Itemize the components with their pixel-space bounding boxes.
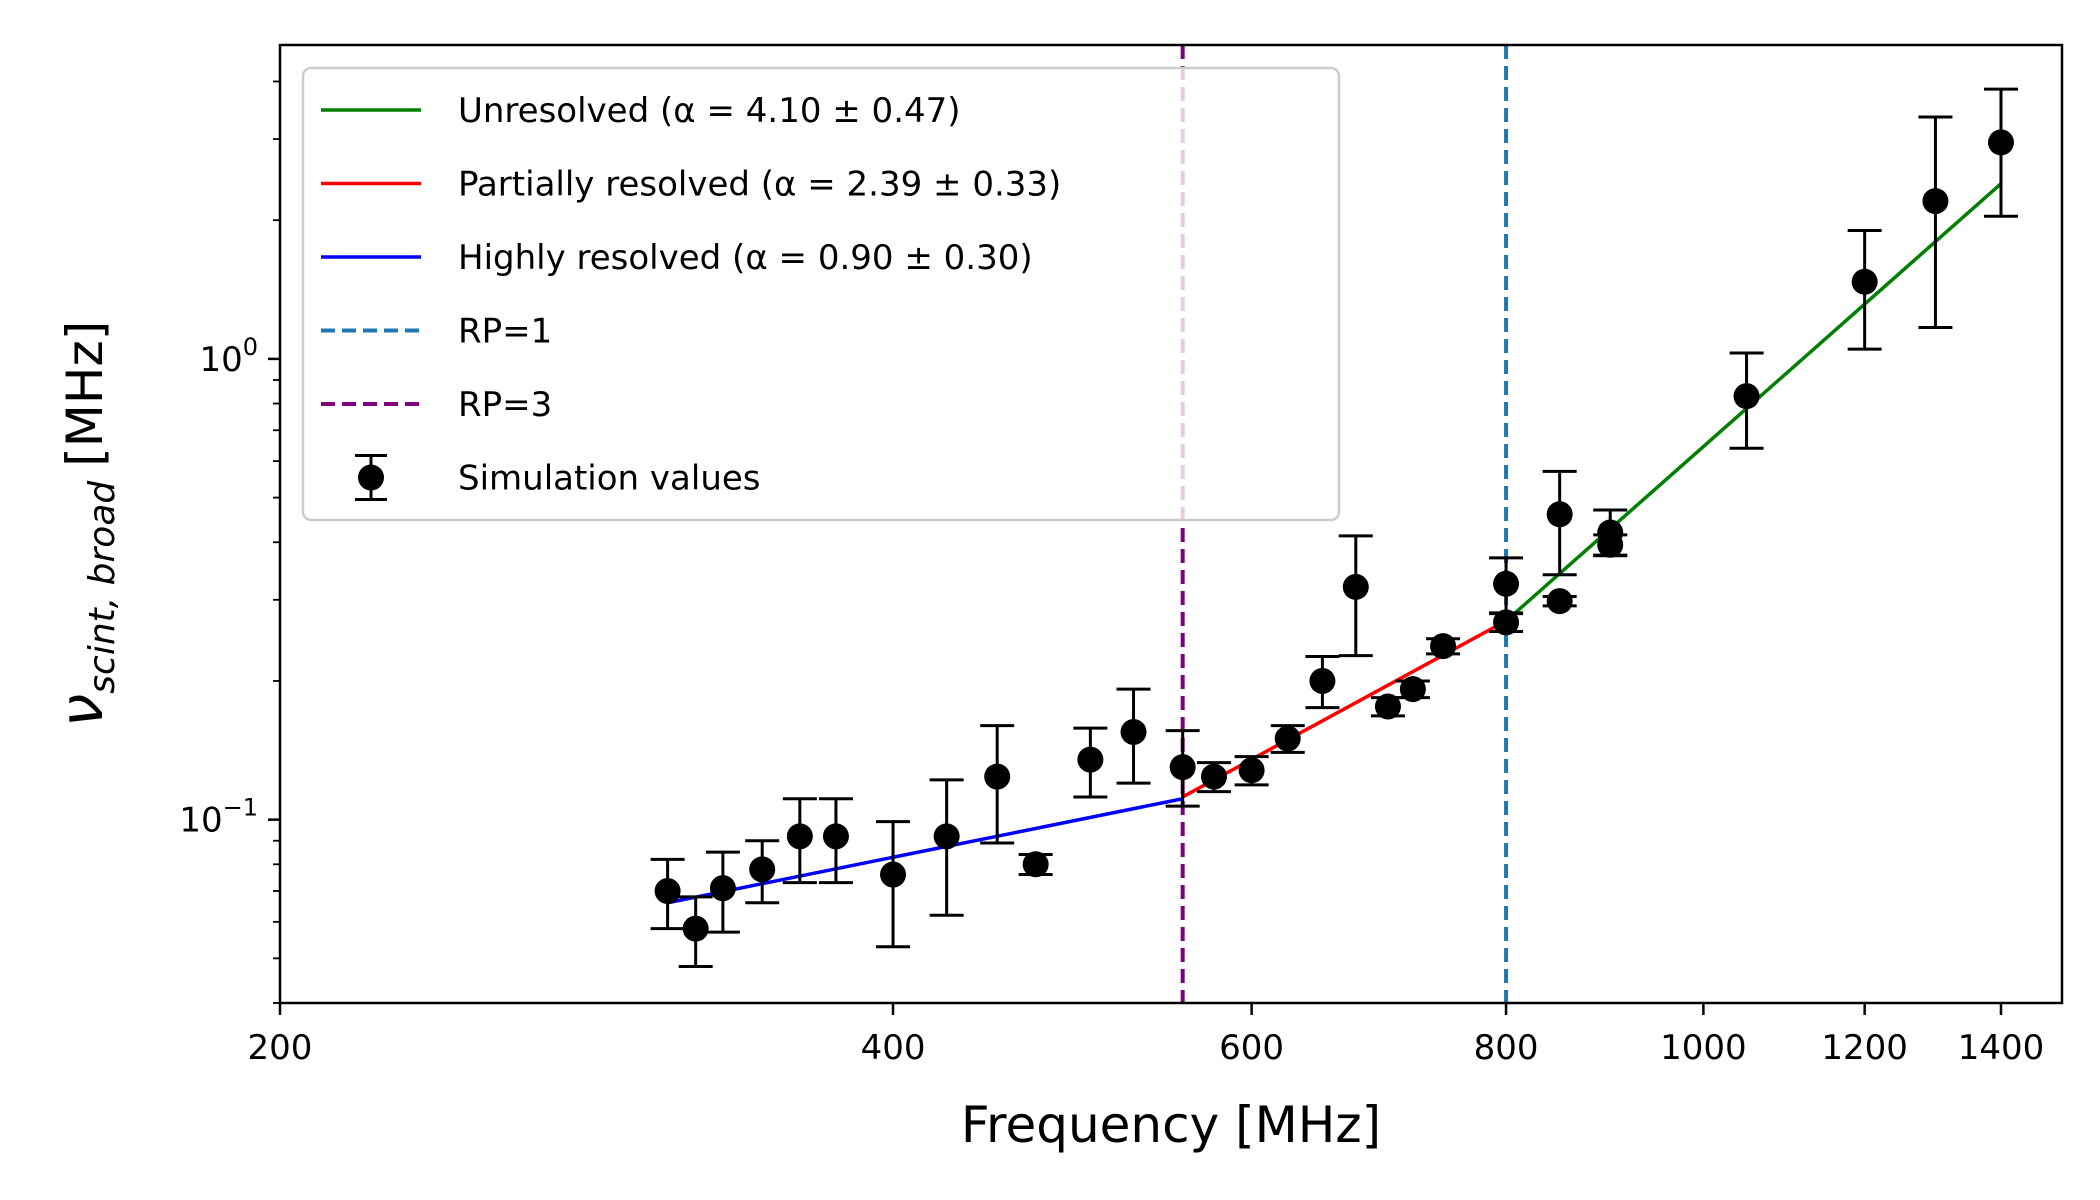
legend-handle-marker (358, 464, 384, 491)
y-tick-base: 10 (199, 340, 242, 380)
marker (1597, 519, 1624, 546)
marker (709, 875, 736, 902)
x-tick-label: 1200 (1821, 1028, 1908, 1068)
data-point (1165, 729, 1200, 808)
x-tick-label: 1000 (1660, 1028, 1747, 1068)
marker (933, 823, 960, 850)
y-axis-label: νscint, broad [MHz] (47, 321, 123, 727)
legend-entry: RP=1 (321, 312, 552, 352)
y-label-symbol: ν (47, 694, 117, 728)
legend-entry: Partially resolved (α = 2.39 ± 0.33) (321, 165, 1061, 205)
data-point (705, 850, 740, 934)
x-tick-label: 200 (248, 1028, 313, 1068)
marker (1374, 693, 1401, 720)
data-point (1338, 534, 1373, 658)
x-tick-label: 600 (1219, 1028, 1284, 1068)
data-point (1073, 726, 1108, 799)
data-point (1018, 851, 1053, 878)
marker (1309, 667, 1336, 694)
marker (1493, 570, 1520, 597)
legend-label: Simulation values (458, 459, 761, 499)
data-point (1983, 87, 2018, 218)
marker (749, 856, 776, 883)
marker (822, 823, 849, 850)
marker (1851, 268, 1878, 295)
marker (880, 861, 907, 888)
data-point (1370, 693, 1405, 720)
legend-entry: Unresolved (α = 4.10 ± 0.47) (321, 91, 961, 131)
marker (1169, 754, 1196, 781)
x-axis-label: Frequency [MHz] (961, 1096, 1381, 1154)
y-label-unit: [MHz] (56, 321, 114, 467)
legend-box (301, 66, 1341, 522)
legend-label: Highly resolved (α = 0.90 ± 0.30) (458, 238, 1033, 278)
marker (1733, 383, 1760, 410)
marker (786, 823, 813, 850)
marker (1342, 573, 1369, 600)
data-point (1847, 228, 1882, 351)
data-point (1542, 469, 1577, 577)
fit-line-2 (667, 797, 1184, 905)
data-point (1116, 687, 1151, 785)
marker (1022, 851, 1049, 878)
legend-label: Partially resolved (α = 2.39 ± 0.33) (458, 165, 1061, 205)
data-point (818, 797, 853, 885)
marker (1987, 129, 2014, 156)
data-point (678, 895, 713, 969)
data-point (1489, 556, 1524, 615)
data-point (650, 857, 685, 931)
data-point (1542, 588, 1577, 615)
marker (1922, 188, 1949, 215)
marker (1274, 725, 1301, 752)
marker (654, 878, 681, 905)
marker (1546, 501, 1573, 528)
marker (1238, 757, 1265, 784)
y-label-subscript: scint, broad (82, 480, 123, 694)
y-tick-base: 10 (179, 801, 222, 841)
marker (682, 915, 709, 942)
y-tick-exponent: −1 (223, 794, 258, 822)
data-point (745, 839, 780, 905)
marker (1200, 763, 1227, 790)
data-point (876, 820, 911, 949)
data-point (929, 778, 964, 917)
x-tick-label: 1400 (1958, 1028, 2045, 1068)
marker (1077, 746, 1104, 773)
x-tick-label: 400 (861, 1028, 926, 1068)
marker (1430, 633, 1457, 660)
data-point (1918, 115, 1953, 329)
data-point (1729, 351, 1764, 450)
data-point (1196, 761, 1231, 794)
x-tick-label: 800 (1474, 1028, 1539, 1068)
legend-label: RP=1 (458, 312, 552, 352)
data-point (1395, 676, 1430, 703)
legend-label: RP=3 (458, 385, 552, 425)
legend: Unresolved (α = 4.10 ± 0.47) Partially re… (301, 66, 1341, 522)
data-point (1426, 633, 1461, 660)
legend-entry: Highly resolved (α = 0.90 ± 0.30) (321, 238, 1033, 278)
marker (1399, 676, 1426, 703)
data-point (1305, 654, 1340, 710)
data-point (1270, 724, 1305, 754)
data-point (980, 724, 1015, 845)
data-point (1593, 508, 1628, 558)
marker (1546, 588, 1573, 615)
marker (1493, 609, 1520, 636)
marker (1120, 718, 1147, 745)
y-tick-label: 100 (199, 333, 258, 380)
data-point (1234, 755, 1269, 787)
marker (984, 763, 1011, 790)
legend-label: Unresolved (α = 4.10 ± 0.47) (458, 91, 961, 131)
legend-entry: Simulation values (355, 454, 761, 501)
y-tick-exponent: 0 (243, 333, 258, 361)
axes-frame (278, 43, 2064, 1005)
legend-entry: RP=3 (321, 385, 552, 425)
data-point (782, 797, 817, 885)
plot-area: 200 400 600 800 1000 1200 140010−1100Frequency… (47, 43, 2064, 1154)
y-tick-label: 10−1 (179, 794, 258, 841)
